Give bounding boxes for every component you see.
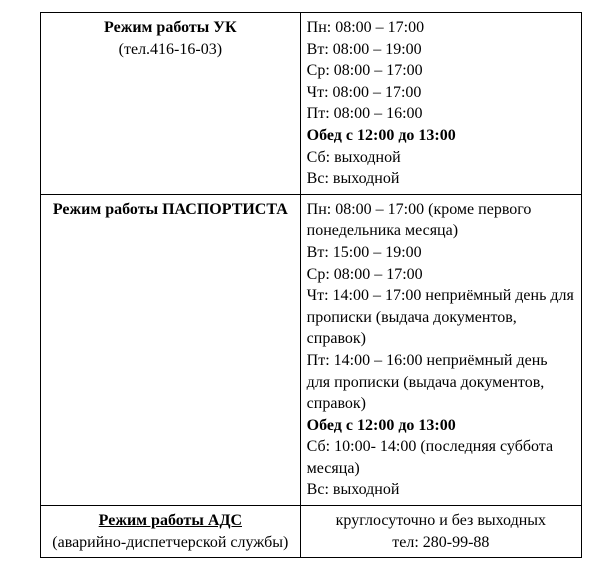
schedule-line: Чт: 08:00 – 17:00 xyxy=(307,82,575,104)
section-subtitle: (аварийно-диспетчерской службы) xyxy=(47,532,294,554)
section-title: Режим работы ПАСПОРТИСТА xyxy=(47,199,294,221)
section-subtitle: (тел.416-16-03) xyxy=(47,39,294,61)
right-cell: Пн: 08:00 – 17:00Вт: 08:00 – 19:00Ср: 08… xyxy=(300,13,581,195)
schedule-line: круглосуточно и без выходных xyxy=(307,510,575,532)
table-row: Режим работы АДС(аварийно-диспетчерской … xyxy=(41,506,582,558)
schedule-line: Ср: 08:00 – 17:00 xyxy=(307,264,575,286)
schedule-line: Вс: выходной xyxy=(307,168,575,190)
schedule-line: Обед с 12:00 до 13:00 xyxy=(307,415,575,437)
schedule-line: Пн: 08:00 – 17:00 xyxy=(307,17,575,39)
table-row: Режим работы УК(тел.416-16-03)Пн: 08:00 … xyxy=(41,13,582,195)
section-title: Режим работы АДС xyxy=(47,510,294,532)
schedule-line: Пт: 08:00 – 16:00 xyxy=(307,103,575,125)
schedule-line: Пн: 08:00 – 17:00 (кроме первого понедел… xyxy=(307,199,575,242)
schedule-line: Чт: 14:00 – 17:00 неприёмный день для пр… xyxy=(307,285,575,350)
schedule-line: Пт: 14:00 – 16:00 неприёмный день для пр… xyxy=(307,350,575,415)
schedule-line: Обед с 12:00 до 13:00 xyxy=(307,125,575,147)
schedule-line: Ср: 08:00 – 17:00 xyxy=(307,60,575,82)
schedule-line: Вт: 08:00 – 19:00 xyxy=(307,39,575,61)
table-row: Режим работы ПАСПОРТИСТА Пн: 08:00 – 17:0… xyxy=(41,194,582,505)
section-title: Режим работы УК xyxy=(47,17,294,39)
schedule-line: Вт: 15:00 – 19:00 xyxy=(307,242,575,264)
schedule-line: Вс: выходной xyxy=(307,479,575,501)
schedule-table: Режим работы УК(тел.416-16-03)Пн: 08:00 … xyxy=(40,12,582,558)
schedule-line: тел: 280-99-88 xyxy=(307,532,575,554)
schedule-line: Сб: 10:00- 14:00 (последняя суббота меся… xyxy=(307,436,575,479)
right-cell: Пн: 08:00 – 17:00 (кроме первого понедел… xyxy=(300,194,581,505)
left-cell: Режим работы УК(тел.416-16-03) xyxy=(41,13,301,195)
left-cell: Режим работы АДС(аварийно-диспетчерской … xyxy=(41,506,301,558)
left-cell: Режим работы ПАСПОРТИСТА xyxy=(41,194,301,505)
right-cell: круглосуточно и без выходныхтел: 280-99-… xyxy=(300,506,581,558)
schedule-line: Сб: выходной xyxy=(307,147,575,169)
